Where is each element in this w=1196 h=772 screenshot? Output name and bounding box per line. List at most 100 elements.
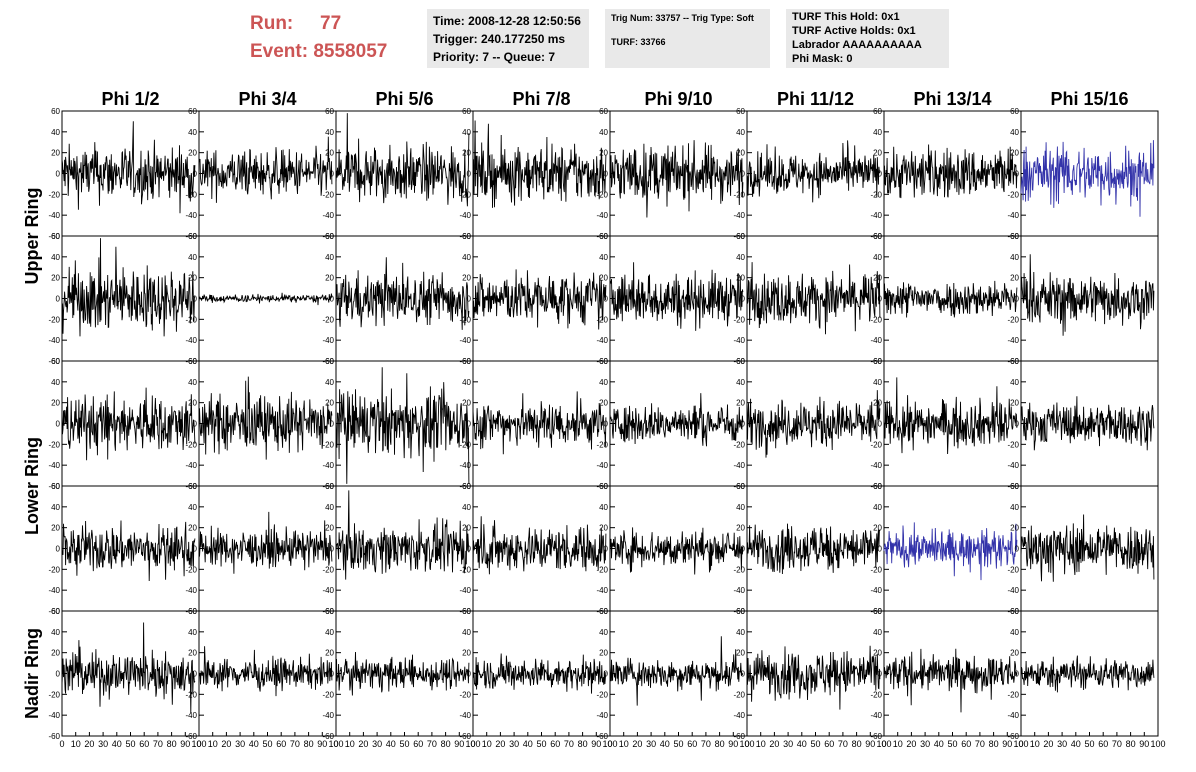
y-tick-label: 60 <box>325 482 334 491</box>
y-tick-label: -60 <box>48 607 60 616</box>
x-tick-label: 60 <box>824 739 834 749</box>
y-tick-label: 40 <box>736 253 745 262</box>
y-tick-label: 0 <box>56 545 61 554</box>
y-tick-label: 0 <box>878 545 883 554</box>
waveform-trace <box>198 376 333 460</box>
waveform-trace <box>746 523 881 575</box>
y-tick-label: 20 <box>736 274 745 283</box>
y-tick-label: 20 <box>873 149 882 158</box>
x-tick-label: 80 <box>852 739 862 749</box>
y-tick-label: 60 <box>1010 607 1019 616</box>
y-tick-label: 20 <box>51 399 60 408</box>
y-tick-label: 0 <box>741 670 746 679</box>
y-tick-label: 20 <box>873 524 882 533</box>
y-tick-label: 20 <box>51 149 60 158</box>
y-tick-label: -20 <box>185 315 197 324</box>
waveform-trace <box>61 520 196 582</box>
y-tick-label: 20 <box>1010 649 1019 658</box>
y-tick-label: 20 <box>1010 524 1019 533</box>
waveform-trace <box>198 646 333 697</box>
y-tick-label: 20 <box>325 649 334 658</box>
y-tick-label: -40 <box>1007 711 1019 720</box>
y-tick-label: 20 <box>462 649 471 658</box>
y-tick-label: -60 <box>48 732 60 741</box>
y-tick-label: -20 <box>322 565 334 574</box>
y-tick-label: 0 <box>56 420 61 429</box>
x-tick-label: 60 <box>550 739 560 749</box>
y-tick-label: 20 <box>325 524 334 533</box>
y-tick-label: 20 <box>462 274 471 283</box>
x-tick-label: 20 <box>632 739 642 749</box>
y-tick-label: 40 <box>325 253 334 262</box>
y-tick-label: 40 <box>873 378 882 387</box>
x-tick-label: 90 <box>180 739 190 749</box>
y-tick-label: -60 <box>185 732 197 741</box>
y-tick-label: 60 <box>873 607 882 616</box>
y-tick-label: -40 <box>870 711 882 720</box>
y-tick-label: 40 <box>736 128 745 137</box>
x-tick-label: 50 <box>125 739 135 749</box>
y-tick-label: 20 <box>188 524 197 533</box>
y-tick-label: 40 <box>51 628 60 637</box>
waveform-trace <box>335 367 470 484</box>
column-header: Phi 1/2 <box>101 89 159 109</box>
x-tick-label: 10 <box>208 739 218 749</box>
y-tick-label: 40 <box>462 128 471 137</box>
y-tick-label: 40 <box>873 128 882 137</box>
y-tick-label: -40 <box>185 461 197 470</box>
x-tick-label: 10 <box>71 739 81 749</box>
y-tick-label: 0 <box>56 670 61 679</box>
y-tick-label: 60 <box>51 607 60 616</box>
waveform-trace <box>609 262 744 331</box>
x-tick-label: 90 <box>728 739 738 749</box>
y-tick-label: 20 <box>188 149 197 158</box>
y-tick-label: -40 <box>733 336 745 345</box>
y-tick-label: 60 <box>51 482 60 491</box>
y-tick-label: 0 <box>193 670 198 679</box>
waveform-trace <box>335 490 470 580</box>
y-tick-label: -20 <box>459 315 471 324</box>
y-tick-label: -40 <box>185 586 197 595</box>
run-label: Run: <box>250 13 294 34</box>
y-tick-label: 60 <box>325 607 334 616</box>
waveform-trace <box>198 292 333 306</box>
y-tick-label: 60 <box>599 482 608 491</box>
y-tick-label: 40 <box>51 503 60 512</box>
y-tick-label: 60 <box>1010 482 1019 491</box>
column-header: Phi 13/14 <box>913 89 991 109</box>
x-tick-label: 20 <box>84 739 94 749</box>
y-tick-label: -60 <box>596 732 608 741</box>
y-tick-label: -60 <box>1007 732 1019 741</box>
y-tick-label: -20 <box>733 565 745 574</box>
x-tick-label: 50 <box>399 739 409 749</box>
y-tick-label: -60 <box>322 732 334 741</box>
x-tick-label: 80 <box>578 739 588 749</box>
y-tick-label: 60 <box>736 357 745 366</box>
y-tick-label: 40 <box>736 628 745 637</box>
y-tick-label: 20 <box>51 649 60 658</box>
y-tick-label: -20 <box>1007 190 1019 199</box>
column-header: Phi 5/6 <box>375 89 433 109</box>
y-tick-label: 0 <box>193 545 198 554</box>
y-tick-label: -40 <box>322 336 334 345</box>
y-tick-label: -40 <box>459 211 471 220</box>
x-tick-label: 0 <box>744 739 749 749</box>
y-tick-label: 0 <box>330 170 335 179</box>
y-tick-label: 40 <box>51 378 60 387</box>
x-tick-label: 90 <box>317 739 327 749</box>
y-tick-label: -60 <box>48 482 60 491</box>
x-tick-label: 60 <box>276 739 286 749</box>
x-tick-label: 40 <box>249 739 259 749</box>
x-tick-label: 80 <box>1126 739 1136 749</box>
x-tick-label: 100 <box>739 739 754 749</box>
x-tick-label: 10 <box>619 739 629 749</box>
